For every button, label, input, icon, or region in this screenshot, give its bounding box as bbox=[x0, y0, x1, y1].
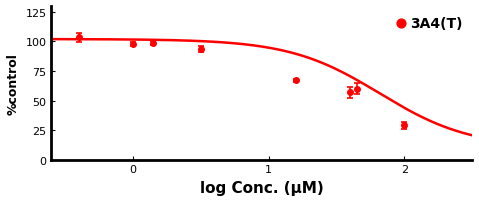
X-axis label: log Conc. (μM): log Conc. (μM) bbox=[200, 180, 324, 195]
Legend: 3A4(T): 3A4(T) bbox=[395, 14, 465, 33]
Y-axis label: %control: %control bbox=[7, 53, 20, 114]
